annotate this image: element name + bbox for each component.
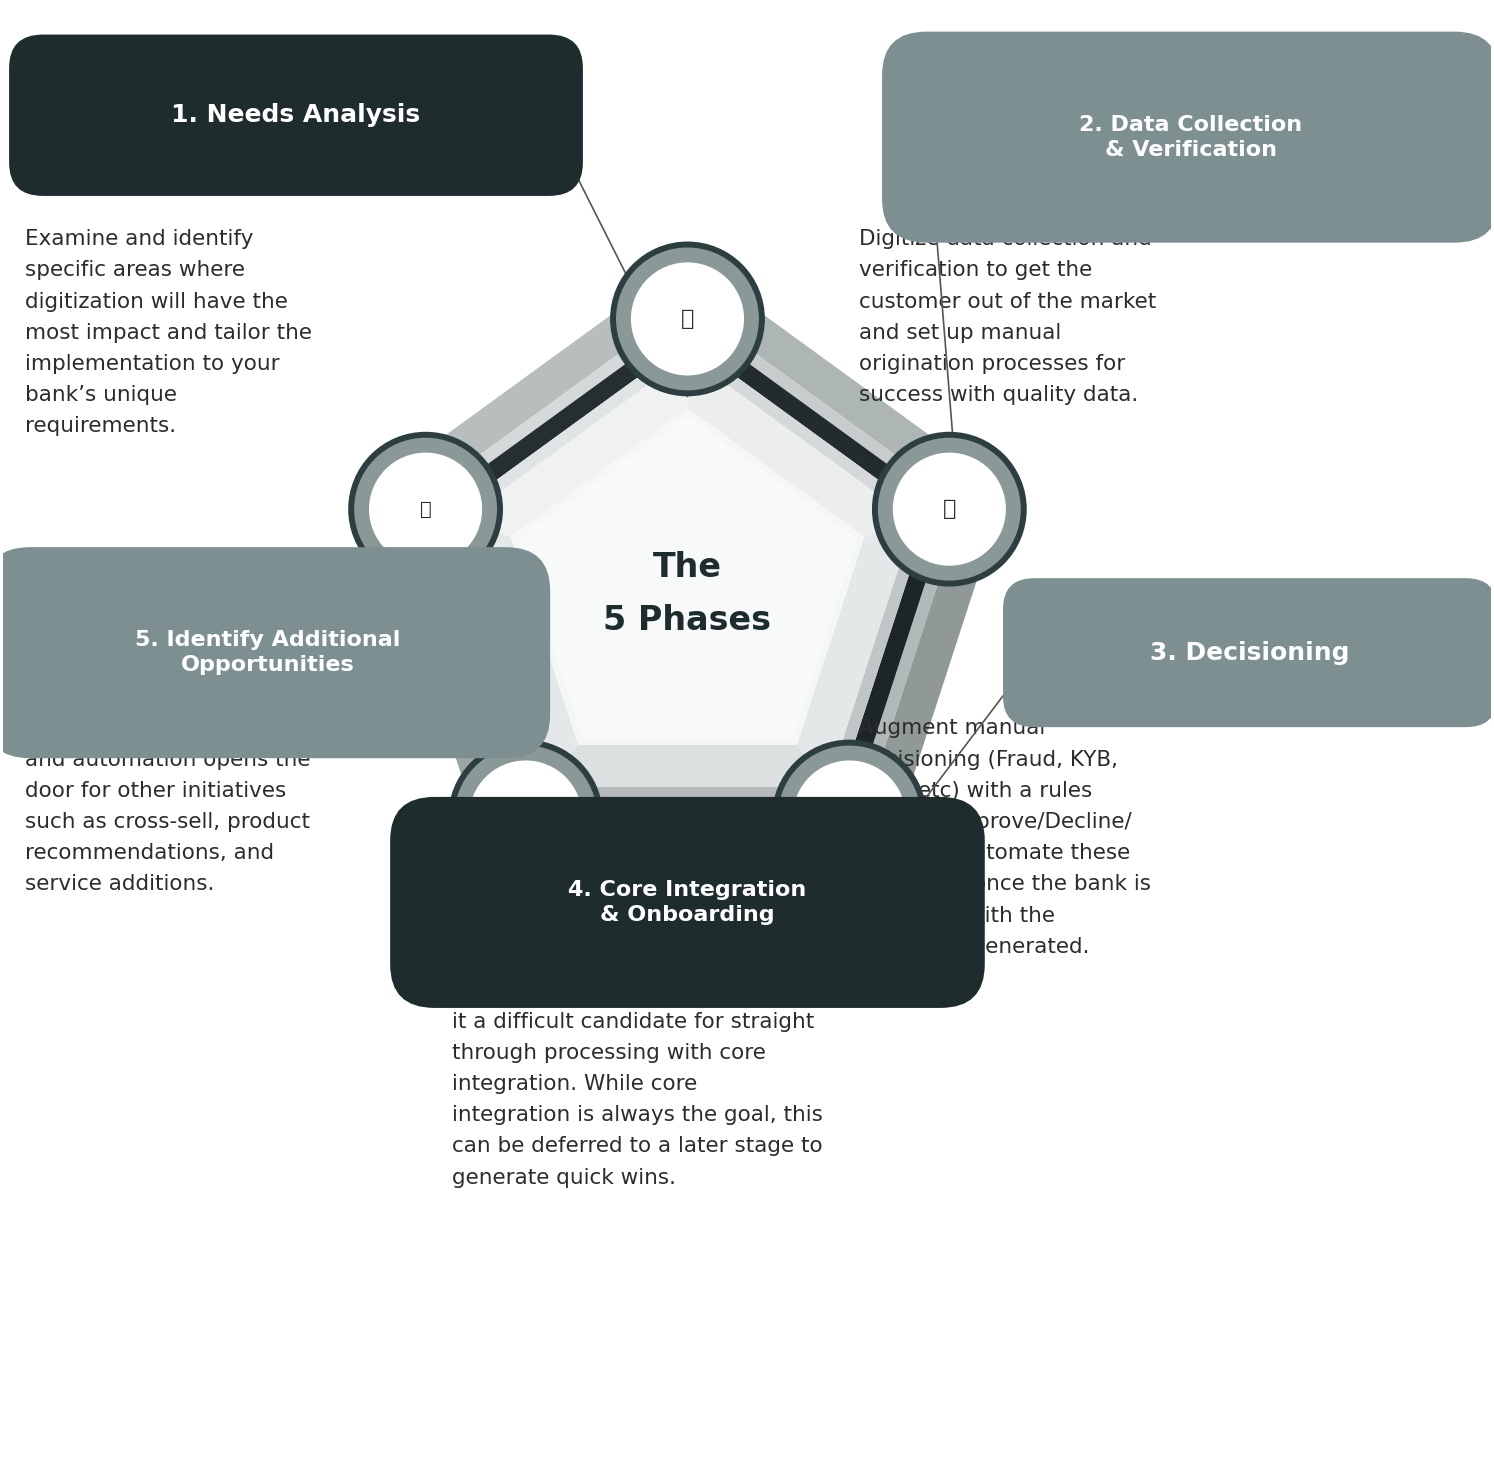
Ellipse shape: [772, 740, 926, 894]
Polygon shape: [511, 408, 865, 745]
Ellipse shape: [448, 740, 604, 894]
FancyBboxPatch shape: [1002, 578, 1494, 727]
Polygon shape: [547, 745, 828, 787]
Ellipse shape: [793, 761, 905, 874]
Polygon shape: [447, 516, 547, 799]
Text: Digitize data collection and
verification to get the
customer out of the market
: Digitize data collection and verificatio…: [859, 229, 1156, 405]
Polygon shape: [462, 356, 687, 537]
Text: A digital client experience
and automation opens the
door for other initiatives
: A digital client experience and automati…: [25, 718, 311, 894]
Polygon shape: [426, 320, 687, 516]
FancyBboxPatch shape: [0, 547, 550, 758]
Ellipse shape: [616, 248, 759, 390]
Polygon shape: [687, 356, 914, 537]
Ellipse shape: [469, 761, 583, 874]
Polygon shape: [687, 320, 949, 516]
Text: 🧠: 🧠: [518, 806, 532, 827]
Text: Augment manual
decisioning (Fraud, KYB,
AML, etc) with a rules
engine (Approve/D: Augment manual decisioning (Fraud, KYB, …: [859, 718, 1150, 957]
Polygon shape: [539, 787, 837, 799]
Ellipse shape: [630, 262, 744, 375]
Ellipse shape: [893, 453, 1005, 566]
Ellipse shape: [369, 453, 483, 566]
Polygon shape: [687, 342, 928, 520]
Text: 🗄: 🗄: [943, 498, 956, 519]
Polygon shape: [858, 491, 1005, 865]
FancyBboxPatch shape: [881, 32, 1494, 243]
Text: 5 Phases: 5 Phases: [604, 604, 771, 638]
Text: The volume and complexity of
commercial origination can make
it a difficult cand: The volume and complexity of commercial …: [453, 949, 823, 1187]
Text: 2. Data Collection
& Verification: 2. Data Collection & Verification: [1079, 114, 1303, 160]
Polygon shape: [369, 491, 517, 865]
Polygon shape: [490, 830, 884, 865]
Polygon shape: [849, 504, 964, 830]
Ellipse shape: [878, 438, 1020, 581]
Text: 📊: 📊: [681, 309, 695, 328]
Polygon shape: [447, 342, 687, 520]
Text: 3. Decisioning: 3. Decisioning: [1150, 641, 1351, 664]
Polygon shape: [517, 817, 858, 830]
Polygon shape: [526, 799, 849, 817]
Ellipse shape: [778, 746, 920, 888]
Ellipse shape: [610, 242, 765, 396]
Polygon shape: [687, 303, 964, 509]
Polygon shape: [426, 509, 539, 817]
Polygon shape: [796, 520, 914, 787]
Polygon shape: [462, 520, 578, 787]
Polygon shape: [828, 516, 928, 799]
Text: 📋: 📋: [420, 500, 432, 519]
Polygon shape: [411, 303, 687, 509]
Text: Examine and identify
specific areas where
digitization will have the
most impact: Examine and identify specific areas wher…: [25, 229, 312, 437]
Text: 5. Identify Additional
Opportunities: 5. Identify Additional Opportunities: [134, 630, 400, 674]
Polygon shape: [687, 259, 1005, 504]
Text: 1. Needs Analysis: 1. Needs Analysis: [172, 103, 421, 128]
Polygon shape: [369, 259, 687, 504]
Text: 4. Core Integration
& Onboarding: 4. Core Integration & Onboarding: [568, 880, 807, 925]
Polygon shape: [837, 509, 949, 817]
Polygon shape: [517, 416, 858, 739]
FancyBboxPatch shape: [9, 35, 583, 196]
Ellipse shape: [354, 438, 498, 581]
Ellipse shape: [872, 432, 1026, 586]
Polygon shape: [411, 504, 526, 830]
FancyBboxPatch shape: [390, 798, 985, 1009]
Ellipse shape: [454, 746, 598, 888]
Text: ✔✘: ✔✘: [834, 808, 865, 825]
Text: The: The: [653, 551, 722, 585]
Ellipse shape: [348, 432, 503, 586]
